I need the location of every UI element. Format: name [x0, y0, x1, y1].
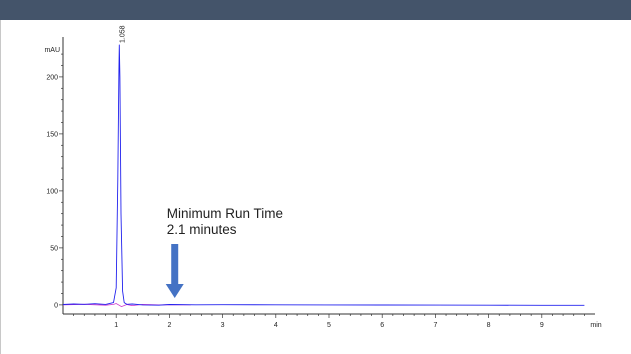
axes: [62, 37, 595, 315]
traces: [62, 44, 585, 308]
y-tick-label: 50: [50, 245, 58, 252]
y-tick-label: 200: [46, 74, 58, 81]
annotation-text-line: 2.1 minutes: [167, 222, 237, 237]
peak-label: 1.058: [119, 25, 126, 43]
x-tick-label: 1: [114, 322, 118, 329]
y-axis-label: mAU: [44, 47, 60, 54]
y-tick-label: 100: [46, 188, 58, 195]
chart-labels: mAU min 1.058: [44, 25, 601, 329]
annotation-text-line: Minimum Run Time: [167, 206, 283, 221]
ticks: 0 50 100 150 200 1 2 3 4 5 6 7 8 9: [46, 53, 585, 329]
annotation-arrow-head: [165, 284, 184, 298]
x-tick-label: 6: [380, 322, 384, 329]
x-tick-label: 2: [167, 322, 171, 329]
window-header-bar: [0, 0, 631, 20]
signal-trace: [62, 44, 585, 306]
x-axis-label: min: [590, 322, 601, 329]
x-tick-label: 4: [274, 322, 278, 329]
x-tick-label: 5: [327, 322, 331, 329]
y-tick-label: 150: [46, 131, 58, 138]
x-tick-label: 7: [433, 322, 437, 329]
annotation-arrow-shaft: [171, 244, 179, 284]
y-tick-label: 0: [54, 302, 58, 309]
window-left-border: [0, 20, 1, 354]
x-tick-label: 9: [540, 322, 544, 329]
x-tick-label: 8: [487, 322, 491, 329]
x-tick-label: 3: [221, 322, 225, 329]
